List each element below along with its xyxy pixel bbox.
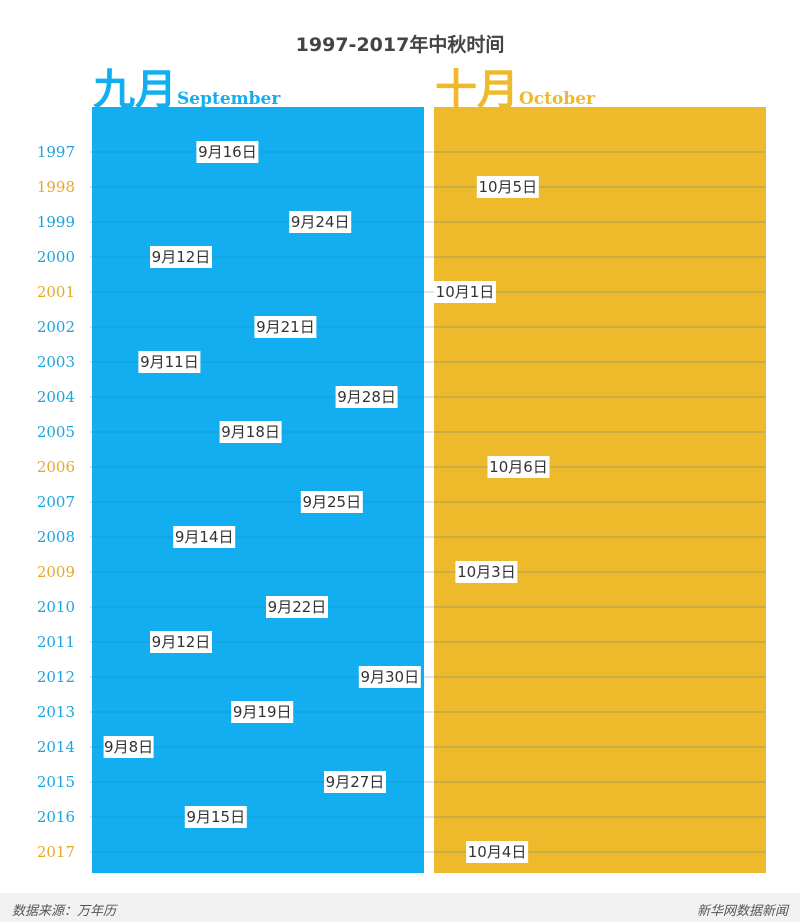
- year-label: 2015: [37, 773, 75, 791]
- date-label: 10月6日: [489, 458, 548, 476]
- date-label-bg: [476, 176, 539, 198]
- year-axis: 1997 1998 1999 2000 2001 2002 2003 2004 2005 2006…: [37, 143, 75, 861]
- date-label: 9月16日: [198, 143, 257, 161]
- date-point: 9月25日: [300, 491, 363, 513]
- october-header-en: October: [519, 89, 596, 109]
- date-label-bg: [254, 316, 317, 338]
- date-label: 9月19日: [233, 703, 292, 721]
- date-label: 9月14日: [175, 528, 234, 546]
- date-label-bg: [196, 141, 259, 163]
- year-label: 2005: [37, 423, 75, 441]
- date-point: 9月27日: [324, 771, 386, 793]
- year-label: 2000: [37, 248, 75, 266]
- date-point: 10月1日: [434, 281, 496, 303]
- date-label: 9月11日: [140, 353, 199, 371]
- date-label: 9月30日: [360, 668, 419, 686]
- date-label: 9月8日: [104, 738, 153, 756]
- year-label: 2001: [37, 283, 75, 301]
- september-header-zh: 九月: [93, 65, 177, 114]
- date-label-bg: [289, 211, 352, 233]
- date-label-bg: [150, 631, 212, 653]
- date-point: 10月5日: [476, 176, 539, 198]
- date-label-bg: [150, 246, 212, 268]
- date-label: 9月18日: [221, 423, 280, 441]
- year-label: 2017: [37, 843, 75, 861]
- date-label-bg: [455, 561, 518, 583]
- date-label-bg: [487, 456, 550, 478]
- date-point: 10月3日: [455, 561, 518, 583]
- year-label: 2008: [37, 528, 75, 546]
- year-label: 2016: [37, 808, 75, 826]
- date-point: 9月19日: [231, 701, 294, 723]
- year-label: 2009: [37, 563, 75, 581]
- date-point: 9月22日: [266, 596, 328, 618]
- year-label: 2002: [37, 318, 75, 336]
- date-label: 9月24日: [291, 213, 350, 231]
- date-point: 9月30日: [358, 666, 421, 688]
- date-label: 9月22日: [268, 598, 327, 616]
- october-header-zh: 十月: [435, 65, 519, 114]
- mid-autumn-chart: 九月 September 十月 October 1997 1998 1999 2000…: [37, 65, 766, 873]
- date-label: 9月21日: [256, 318, 315, 336]
- year-label: 2006: [37, 458, 75, 476]
- date-label-bg: [184, 806, 247, 828]
- date-point: 9月24日: [289, 211, 352, 233]
- date-label-bg: [103, 736, 154, 758]
- date-label-bg: [466, 841, 529, 863]
- year-label: 2004: [37, 388, 75, 406]
- date-point: 9月28日: [335, 386, 398, 408]
- date-label-bg: [358, 666, 421, 688]
- date-label: 10月4日: [468, 843, 527, 861]
- year-label: 1998: [37, 178, 75, 196]
- date-point: 9月12日: [150, 246, 212, 268]
- source-note: 数据来源：万年历: [12, 904, 117, 919]
- date-point: 9月14日: [173, 526, 236, 548]
- date-label: 10月3日: [457, 563, 516, 581]
- date-label: 10月5日: [478, 178, 537, 196]
- date-label: 9月12日: [152, 248, 211, 266]
- date-point: 9月18日: [219, 421, 282, 443]
- date-label: 9月25日: [302, 493, 361, 511]
- year-label: 2013: [37, 703, 75, 721]
- year-label: 1999: [37, 213, 75, 231]
- date-point: 9月21日: [254, 316, 317, 338]
- credit-note: 新华网数据新闻: [696, 904, 788, 919]
- date-label-bg: [324, 771, 386, 793]
- date-point: 9月11日: [138, 351, 201, 373]
- date-label-bg: [335, 386, 398, 408]
- date-point: 9月15日: [184, 806, 247, 828]
- year-label: 2014: [37, 738, 75, 756]
- date-labels: 9月16日 10月5日 9月24日 9月12日 10月1日 9月21日 9月11日 9月28日…: [103, 141, 550, 863]
- date-label: 9月27日: [326, 773, 385, 791]
- date-label: 9月28日: [337, 388, 396, 406]
- footer: 数据来源：万年历 新华网数据新闻: [0, 893, 800, 922]
- year-label: 2003: [37, 353, 75, 371]
- date-point: 9月8日: [103, 736, 154, 758]
- date-label-bg: [173, 526, 236, 548]
- date-label-bg: [219, 421, 282, 443]
- date-label: 9月15日: [186, 808, 245, 826]
- year-label: 2007: [37, 493, 75, 511]
- date-point: 9月16日: [196, 141, 259, 163]
- date-label-bg: [138, 351, 201, 373]
- date-label-bg: [266, 596, 328, 618]
- year-label: 1997: [37, 143, 75, 161]
- chart-title: 1997-2017年中秋时间: [295, 34, 505, 56]
- date-label: 10月1日: [436, 283, 495, 301]
- october-panel: [434, 107, 766, 873]
- year-label: 2011: [37, 633, 75, 651]
- year-label: 2012: [37, 668, 75, 686]
- september-header-en: September: [177, 89, 281, 109]
- date-label-bg: [300, 491, 363, 513]
- year-label: 2010: [37, 598, 75, 616]
- date-point: 9月12日: [150, 631, 212, 653]
- date-label-bg: [434, 281, 496, 303]
- date-point: 10月4日: [466, 841, 529, 863]
- date-point: 10月6日: [487, 456, 550, 478]
- date-label: 9月12日: [152, 633, 211, 651]
- date-label-bg: [231, 701, 294, 723]
